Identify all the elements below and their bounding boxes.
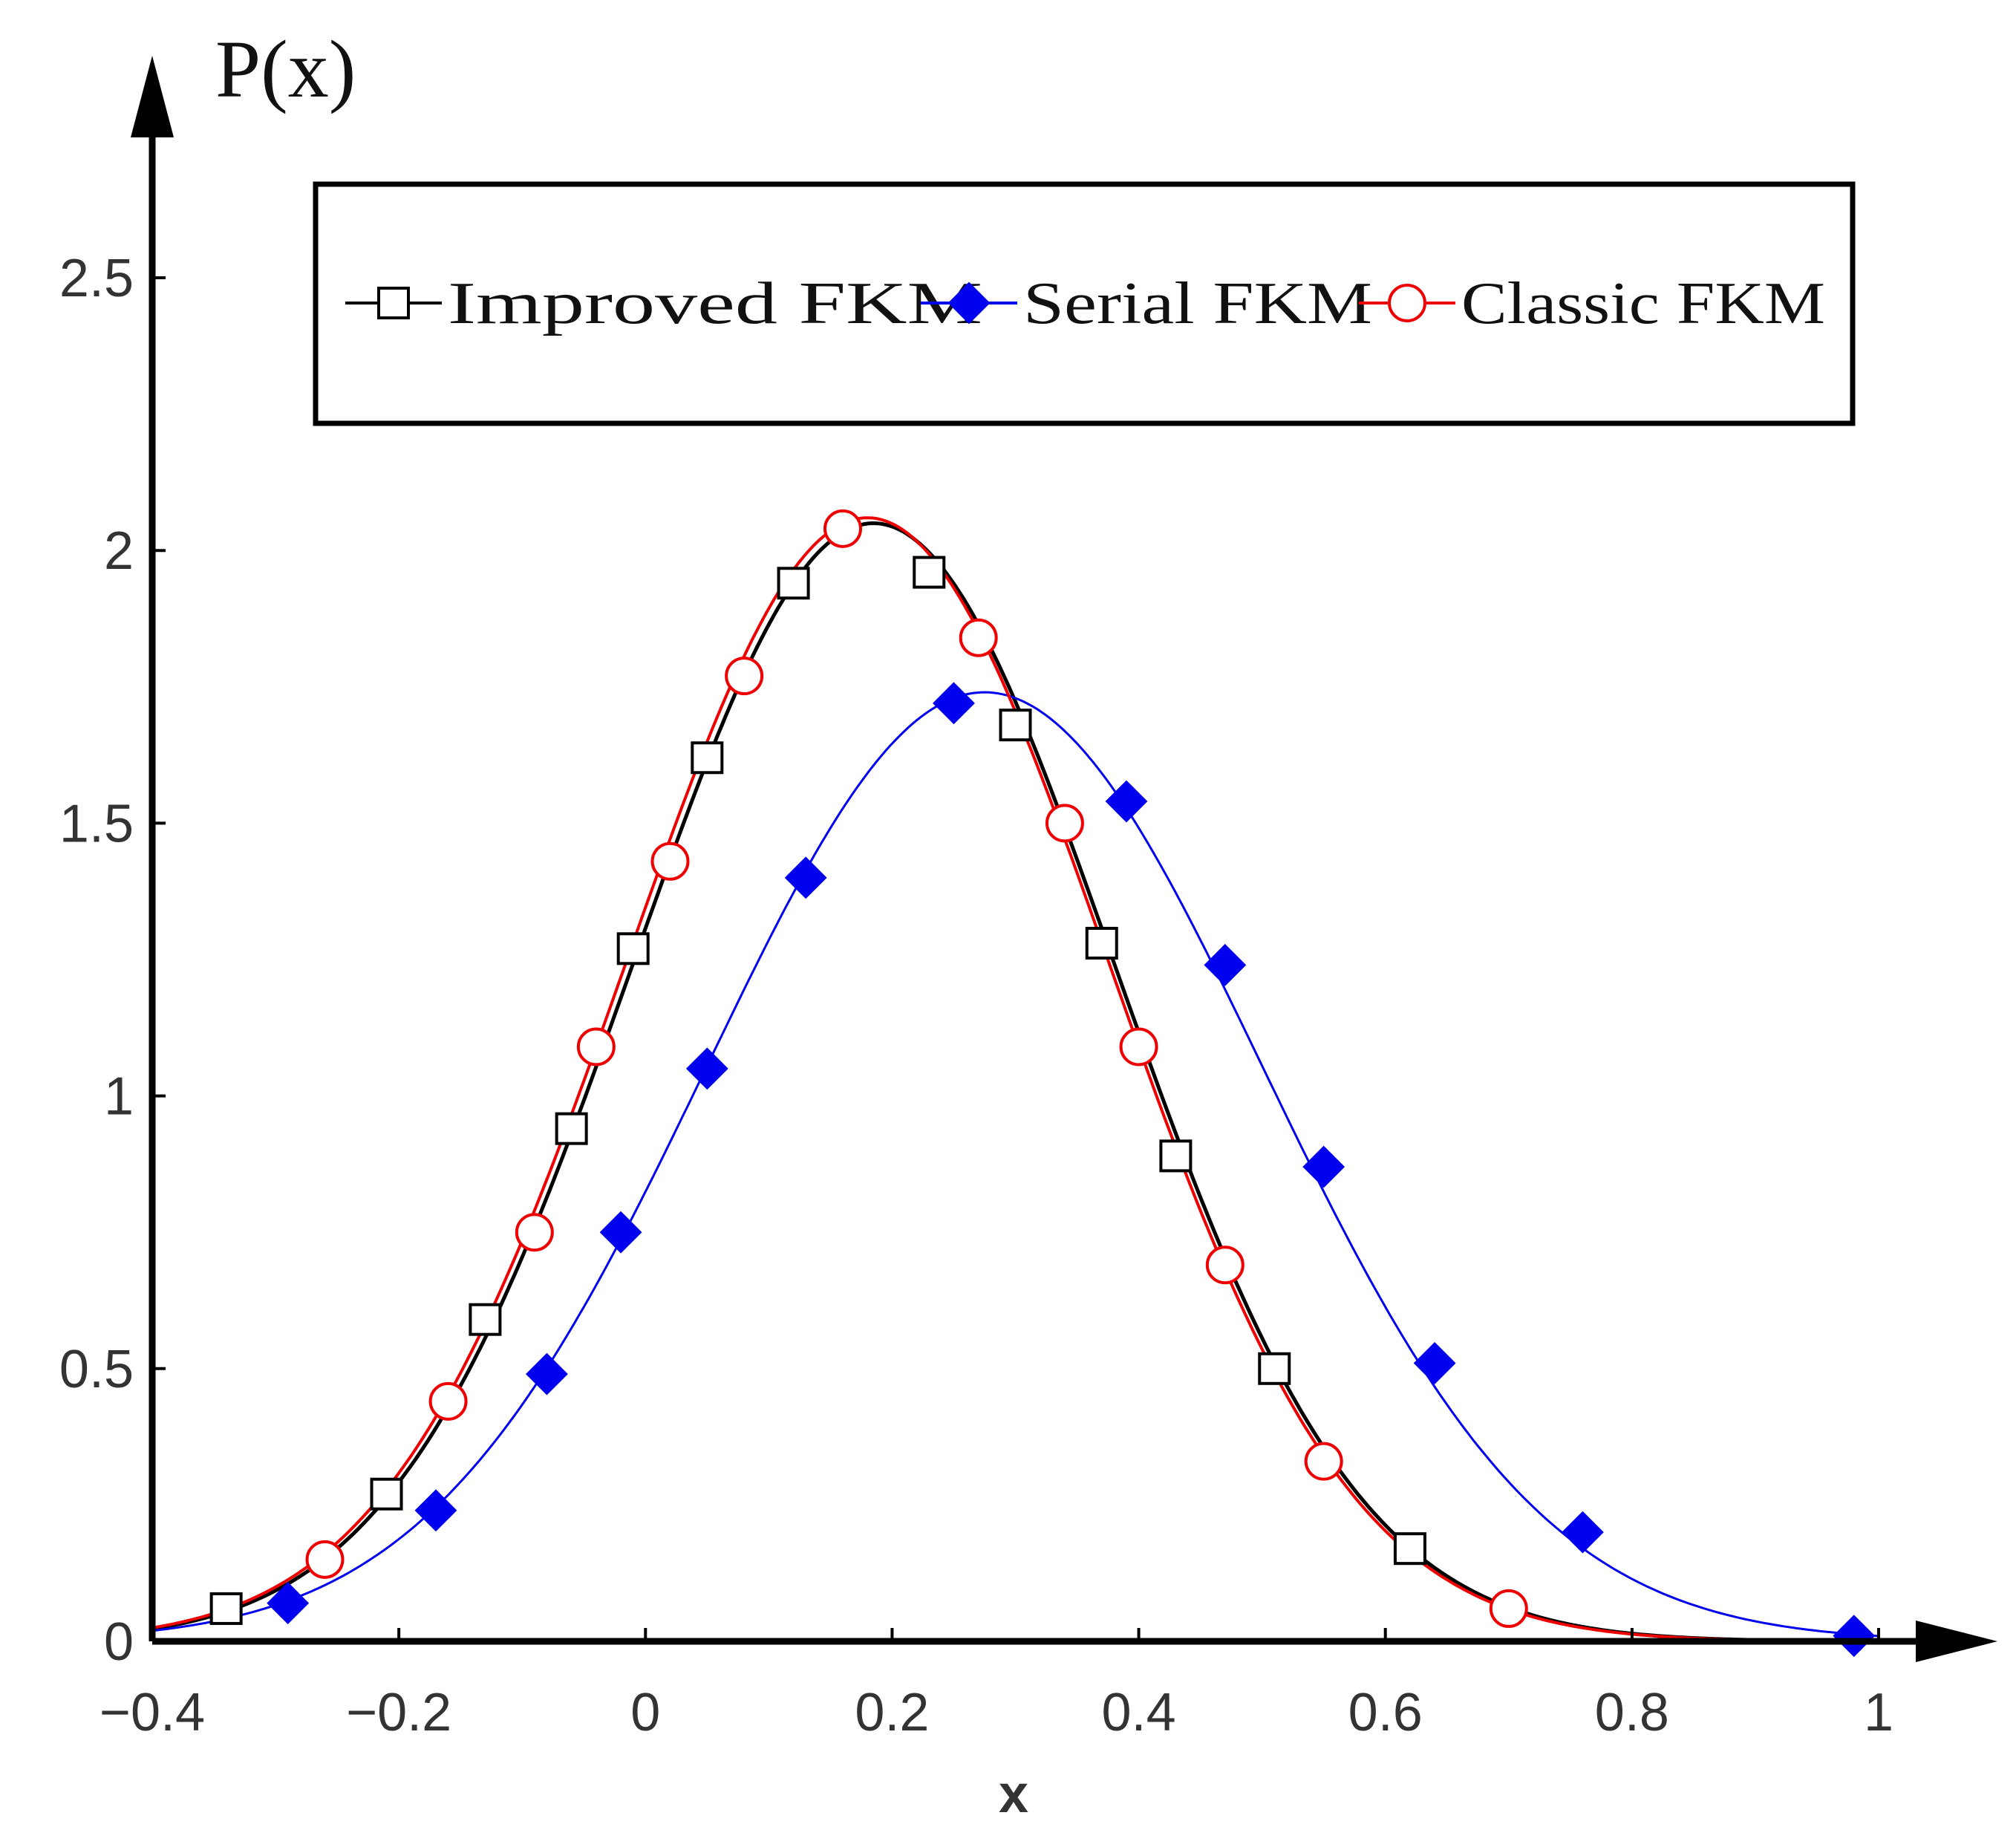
x-tick-label: 0.6 xyxy=(1348,1683,1423,1742)
serial-fkm-point xyxy=(267,1582,310,1625)
improved-fkm-point xyxy=(913,556,946,589)
improved-fkm-point xyxy=(469,1303,502,1336)
legend-box xyxy=(313,181,1856,426)
x-tick-label: −0.4 xyxy=(100,1683,205,1742)
classic-fkm-point xyxy=(1205,1245,1244,1285)
serial-fkm-legend-label: Serial FKM xyxy=(1023,271,1372,336)
classic-fkm-point xyxy=(515,1213,554,1252)
classic-fkm-point xyxy=(1045,804,1084,843)
x-tick-label: 0.2 xyxy=(855,1683,929,1742)
serial-fkm-point xyxy=(1204,943,1247,986)
improved-fkm-point xyxy=(777,567,810,600)
classic-fkm-curve xyxy=(151,516,1879,1643)
classic-fkm-point xyxy=(650,841,690,881)
x-ticks: −0.4 −0.2 0 0.2 0.4 0.6 0.8 1 xyxy=(100,1628,1893,1742)
improved-fkm-legend-marker xyxy=(377,287,410,319)
x-tick-label: 0.8 xyxy=(1595,1683,1669,1742)
serial-fkm-point xyxy=(1833,1615,1876,1658)
series-curves xyxy=(151,516,1879,1644)
serial-fkm-point xyxy=(414,1489,457,1532)
improved-fkm-point xyxy=(616,932,650,965)
serial-fkm-point xyxy=(1302,1145,1345,1188)
serial-fkm-point xyxy=(685,1047,728,1090)
improved-fkm-curve xyxy=(151,521,1879,1644)
classic-fkm-point xyxy=(428,1381,468,1421)
x-tick-label: 1 xyxy=(1864,1683,1893,1742)
improved-fkm-point xyxy=(1393,1532,1426,1566)
serial-fkm-point xyxy=(784,856,827,899)
y-tick-label: 2.5 xyxy=(59,249,134,308)
x-axis-title: x xyxy=(999,1765,1028,1824)
x-tick-label: 0.4 xyxy=(1102,1683,1176,1742)
serial-fkm-curve xyxy=(151,691,1879,1638)
classic-fkm-legend-label: Classic FKM xyxy=(1461,271,1825,336)
x-axis-arrow xyxy=(1916,1621,1997,1662)
improved-fkm-legend-label: Improved FKM xyxy=(448,271,982,336)
improved-fkm-point xyxy=(209,1592,243,1625)
classic-fkm-point xyxy=(1119,1027,1158,1066)
classic-fkm-point xyxy=(959,618,998,657)
serial-fkm-point xyxy=(1105,780,1148,823)
improved-fkm-point xyxy=(555,1112,588,1145)
serial-fkm-point xyxy=(599,1211,642,1254)
y-axis-arrow xyxy=(131,56,174,137)
x-tick-label: 0 xyxy=(630,1683,660,1742)
y-tick-label: 2 xyxy=(104,521,134,581)
improved-fkm-point xyxy=(691,741,724,775)
improved-fkm-point xyxy=(370,1477,403,1511)
y-tick-label: 0 xyxy=(104,1612,134,1672)
improved-fkm-point xyxy=(1159,1139,1193,1173)
serial-fkm-legend-marker xyxy=(947,281,991,325)
series-markers xyxy=(209,509,1876,1658)
serial-fkm-point xyxy=(1413,1342,1456,1384)
serial-fkm-point xyxy=(933,682,975,725)
classic-fkm-point xyxy=(576,1027,616,1066)
y-axis-title: P(x) xyxy=(215,24,356,114)
legend: Improved FKM Serial FKM Classic FKM xyxy=(313,181,1856,426)
classic-fkm-point xyxy=(1489,1589,1528,1628)
improved-fkm-point xyxy=(1085,926,1118,960)
classic-fkm-point xyxy=(823,509,862,548)
improved-fkm-point xyxy=(999,709,1032,742)
improved-fkm-point xyxy=(1258,1352,1291,1385)
y-tick-label: 1 xyxy=(104,1067,134,1127)
serial-fkm-point xyxy=(1562,1511,1604,1554)
y-tick-label: 1.5 xyxy=(59,794,134,853)
axes xyxy=(131,56,1997,1662)
legend-items: Improved FKM Serial FKM Classic FKM xyxy=(345,271,1825,336)
classic-fkm-legend-marker xyxy=(1388,284,1426,322)
y-tick-label: 0.5 xyxy=(59,1340,134,1399)
classic-fkm-point xyxy=(725,657,764,696)
serial-fkm-point xyxy=(526,1352,568,1396)
classic-fkm-point xyxy=(305,1540,345,1579)
x-tick-label: −0.2 xyxy=(346,1683,451,1742)
classic-fkm-point xyxy=(1304,1442,1343,1481)
y-ticks: 0 0.5 1 1.5 2 2.5 xyxy=(59,249,166,1672)
